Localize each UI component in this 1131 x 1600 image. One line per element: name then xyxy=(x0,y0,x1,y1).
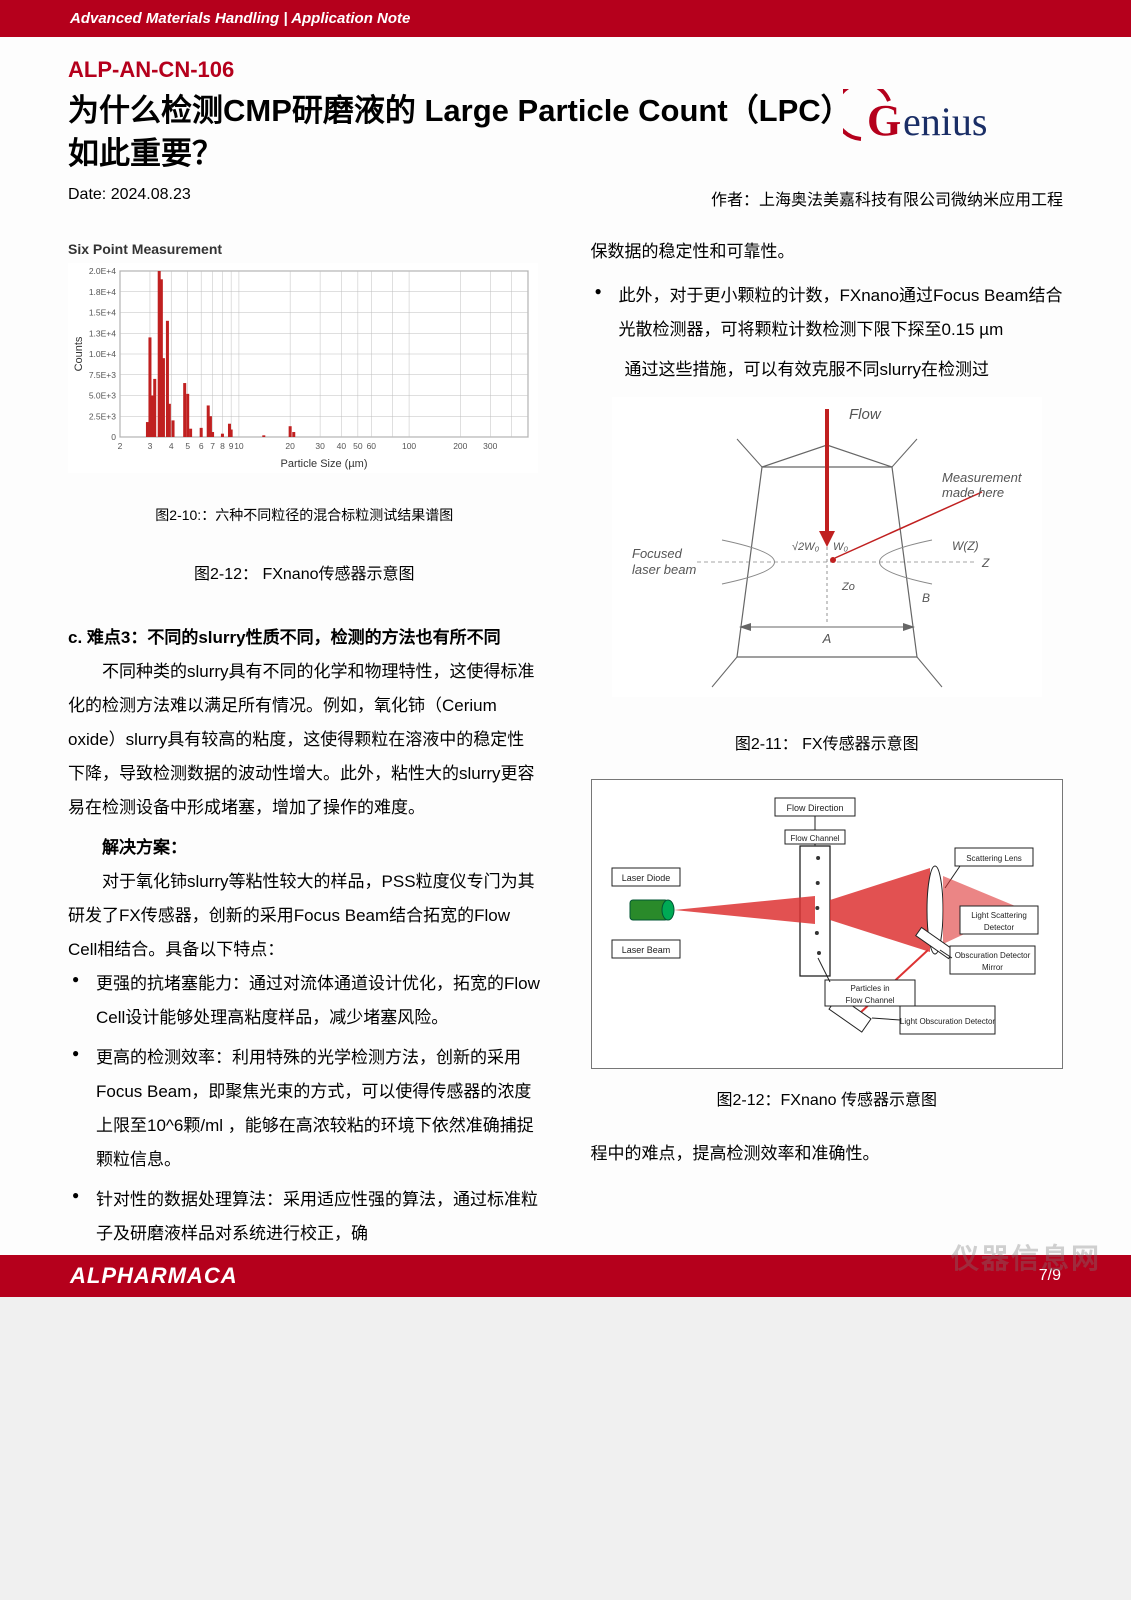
svg-text:10: 10 xyxy=(234,441,244,451)
fxnano-sensor-diagram: Flow Direction Flow Channel Laser Diode Las… xyxy=(600,788,1045,1048)
date-author-row: Date: 2024.08.23 作者：上海奥法美嘉科技有限公司微纳米应用工程 xyxy=(68,186,1063,210)
diagram-1-wrap: Flow Measurementmade here Focusedlaser bea… xyxy=(591,397,1064,709)
svg-text:Detector: Detector xyxy=(983,923,1014,932)
svg-text:1.3E+4: 1.3E+4 xyxy=(89,328,116,338)
svg-text:A: A xyxy=(821,631,831,646)
svg-text:Flow Direction: Flow Direction xyxy=(786,803,843,813)
fx-sensor-diagram: Flow Measurementmade here Focusedlaser bea… xyxy=(612,397,1042,697)
left-bullet-3: 针对性的数据处理算法：采用适应性强的算法，通过标准粒子及研磨液样品对系统进行校正… xyxy=(68,1183,541,1251)
svg-text:1.0E+4: 1.0E+4 xyxy=(89,349,116,359)
svg-text:6: 6 xyxy=(199,441,204,451)
svg-text:2.5E+3: 2.5E+3 xyxy=(89,411,116,421)
title-row: 为什么检测CMP研磨液的 Large Particle Count（LPC）如此… xyxy=(68,89,1063,176)
svg-text:B: B xyxy=(922,591,930,605)
svg-text:Light Obscuration Detector: Light Obscuration Detector xyxy=(899,1017,994,1026)
svg-text:4: 4 xyxy=(169,441,174,451)
doc-title: 为什么检测CMP研磨液的 Large Particle Count（LPC）如此… xyxy=(68,89,843,176)
svg-text:30: 30 xyxy=(315,441,325,451)
svg-text:Obscuration Detector: Obscuration Detector xyxy=(954,951,1030,960)
content-area: ALP-AN-CN-106 为什么检测CMP研磨液的 Large Particl… xyxy=(0,37,1131,1297)
left-para-1: 不同种类的slurry具有不同的化学和物理特性，这使得标准化的检测方法难以满足所… xyxy=(68,655,541,825)
right-para-after: 通过这些措施，可以有效克服不同slurry在检测过 xyxy=(591,353,1064,387)
svg-text:Measurement: Measurement xyxy=(942,470,1023,485)
left-bullet-1: 更强的抗堵塞能力：通过对流体通道设计优化，拓宽的Flow Cell设计能够处理高… xyxy=(68,967,541,1035)
right-bullets: 此外，对于更小颗粒的计数，FXnano通过Focus Beam结合光散检测器，可… xyxy=(591,279,1064,347)
header-bar-text: Advanced Materials Handling | Applicatio… xyxy=(70,10,410,27)
svg-text:Counts: Counts xyxy=(73,336,85,371)
left-para-2: 对于氧化铈slurry等粘性较大的样品，PSS粒度仪专门为其研发了FX传感器，创… xyxy=(68,865,541,967)
svg-text:made here: made here xyxy=(942,485,1004,500)
svg-text:Flow Channel: Flow Channel xyxy=(845,996,894,1005)
svg-text:8: 8 xyxy=(220,441,225,451)
svg-text:2.0E+4: 2.0E+4 xyxy=(89,266,116,276)
svg-text:0: 0 xyxy=(111,432,116,442)
footer-page: 7/9 xyxy=(1039,1267,1061,1285)
svg-text:20: 20 xyxy=(285,441,295,451)
left-column: Six Point Measurement 0 2.5E+3 5.0E+3 7.5E+… xyxy=(68,235,541,1257)
svg-text:40: 40 xyxy=(337,441,347,451)
page-root: Advanced Materials Handling | Applicatio… xyxy=(0,0,1131,1297)
svg-text:Light Scattering: Light Scattering xyxy=(971,911,1027,920)
right-final-line: 程中的难点，提高检测效率和准确性。 xyxy=(591,1137,1064,1171)
footer-bar: ALPHARMACA 7/9 xyxy=(0,1255,1131,1297)
doc-code: ALP-AN-CN-106 xyxy=(68,57,1063,83)
svg-text:200: 200 xyxy=(453,441,467,451)
svg-text:7.5E+3: 7.5E+3 xyxy=(89,370,116,380)
fig-2-11-caption: 图2-11： FX传感器示意图 xyxy=(591,729,1064,761)
svg-text:Particles in: Particles in xyxy=(850,984,889,993)
svg-text:Flow Channel: Flow Channel xyxy=(790,834,839,843)
section-c-heading: c. 难点3：不同的slurry性质不同，检测的方法也有所不同 xyxy=(68,621,541,655)
right-cont-line: 保数据的稳定性和可靠性。 xyxy=(591,235,1064,269)
right-bullet-1: 此外，对于更小颗粒的计数，FXnano通过Focus Beam结合光散检测器，可… xyxy=(591,279,1064,347)
right-column: 保数据的稳定性和可靠性。 此外，对于更小颗粒的计数，FXnano通过Focus … xyxy=(591,235,1064,1257)
logo-accent-char: G xyxy=(867,96,901,145)
svg-text:60: 60 xyxy=(367,441,377,451)
columns: Six Point Measurement 0 2.5E+3 5.0E+3 7.5E+… xyxy=(68,235,1063,1257)
svg-text:Flow: Flow xyxy=(849,406,882,423)
svg-text:Mirror: Mirror xyxy=(982,963,1003,972)
svg-text:Zo: Zo xyxy=(841,581,855,593)
svg-text:√2W₀: √2W₀ xyxy=(792,541,820,553)
chart-svg: 0 2.5E+3 5.0E+3 7.5E+3 1.0E+4 1.3E+4 1.5E+4 1.8… xyxy=(68,263,538,473)
svg-text:3: 3 xyxy=(148,441,153,451)
svg-text:Focused: Focused xyxy=(632,546,683,561)
footer-logo: ALPHARMACA xyxy=(70,1263,238,1289)
header-bar: Advanced Materials Handling | Applicatio… xyxy=(0,0,1131,37)
chart-title: Six Point Measurement xyxy=(68,235,541,263)
genius-logo-svg: G enius xyxy=(843,89,1063,154)
fig-2-12-title-caption: 图2-12： FXnano传感器示意图 xyxy=(68,559,541,591)
svg-text:Laser Diode: Laser Diode xyxy=(621,873,670,883)
solution-heading: 解决方案： xyxy=(68,831,541,865)
svg-text:2: 2 xyxy=(118,441,123,451)
fig-2-10-caption: 图2-10:：六种不同粒径的混合标粒测试结果谱图 xyxy=(68,501,541,529)
svg-text:300: 300 xyxy=(483,441,497,451)
diagram-2-wrap: Flow Direction Flow Channel Laser Diode Las… xyxy=(591,779,1064,1069)
svg-text:laser beam: laser beam xyxy=(632,562,696,577)
svg-text:W(Z): W(Z) xyxy=(952,539,979,553)
date-label: Date: 2024.08.23 xyxy=(68,186,191,210)
author-label: 作者：上海奥法美嘉科技有限公司微纳米应用工程 xyxy=(711,186,1063,210)
svg-text:1.8E+4: 1.8E+4 xyxy=(89,287,116,297)
fig-2-12-caption: 图2-12：FXnano 传感器示意图 xyxy=(591,1085,1064,1117)
svg-text:Laser Beam: Laser Beam xyxy=(621,945,670,955)
left-bullet-2: 更高的检测效率：利用特殊的光学检测方法，创新的采用Focus Beam，即聚焦光… xyxy=(68,1041,541,1177)
svg-text:Particle Size (µm): Particle Size (µm) xyxy=(280,458,367,470)
svg-text:9: 9 xyxy=(229,441,234,451)
svg-text:Z: Z xyxy=(981,556,990,570)
svg-text:W₀: W₀ xyxy=(833,541,848,553)
svg-text:5.0E+3: 5.0E+3 xyxy=(89,390,116,400)
svg-text:5: 5 xyxy=(185,441,190,451)
logo-body-text: enius xyxy=(903,99,987,144)
svg-text:7: 7 xyxy=(210,441,215,451)
svg-text:100: 100 xyxy=(402,441,416,451)
svg-text:1.5E+4: 1.5E+4 xyxy=(89,307,116,317)
six-point-chart: Six Point Measurement 0 2.5E+3 5.0E+3 7.5E+… xyxy=(68,235,541,485)
genius-logo: G enius xyxy=(843,89,1063,154)
svg-text:Scattering Lens: Scattering Lens xyxy=(966,854,1022,863)
svg-text:50: 50 xyxy=(353,441,363,451)
left-bullets: 更强的抗堵塞能力：通过对流体通道设计优化，拓宽的Flow Cell设计能够处理高… xyxy=(68,967,541,1251)
